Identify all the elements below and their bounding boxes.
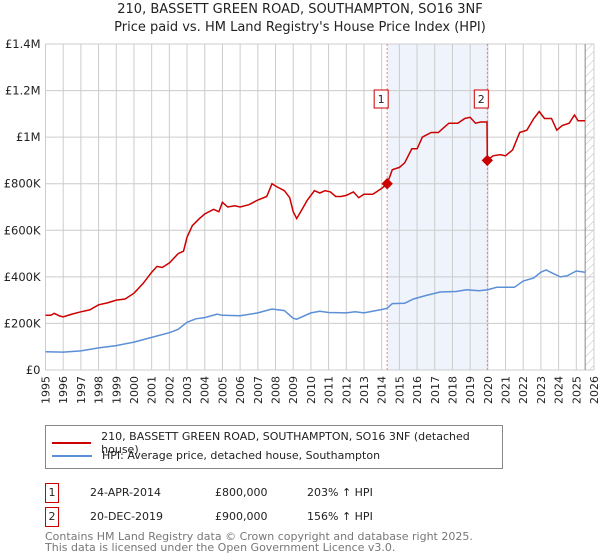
- x-tick-label: 2014: [376, 376, 389, 404]
- x-tick-label: 2011: [323, 376, 336, 404]
- x-tick-label: 2000: [128, 376, 141, 404]
- x-tick-label: 2008: [270, 376, 283, 404]
- x-tick-label: 2023: [535, 376, 548, 404]
- x-tick-label: 2003: [181, 376, 194, 404]
- x-tick-label: 2025: [570, 376, 583, 404]
- projection-hatch: [585, 44, 594, 370]
- footer-copyright: Contains HM Land Registry data © Crown c…: [45, 530, 473, 543]
- x-tick-label: 2010: [305, 376, 318, 404]
- legend-label-property: 210, BASSETT GREEN ROAD, SOUTHAMPTON, SO…: [101, 430, 470, 456]
- x-tick-label: 2015: [393, 376, 406, 404]
- sale-price: £800,000: [215, 486, 268, 499]
- x-tick-label: 1998: [93, 376, 106, 404]
- blue-line-swatch: [52, 454, 92, 457]
- x-tick-label: 2012: [340, 376, 353, 404]
- sale-annotation-box: [473, 89, 489, 109]
- x-tick-label: 1996: [57, 376, 70, 404]
- x-tick-label: 2026: [588, 376, 600, 404]
- x-tick-label: 2024: [553, 376, 566, 404]
- y-tick-label: £600K: [4, 223, 41, 237]
- sale-hpi: 203% ↑ HPI: [307, 486, 373, 499]
- legend: 210, BASSETT GREEN ROAD, SOUTHAMPTON, SO…: [45, 425, 503, 469]
- y-tick-label: £1.2M: [5, 84, 41, 98]
- sale-hpi: 156% ↑ HPI: [307, 510, 373, 523]
- sale-annotation-label: 1: [378, 93, 385, 106]
- y-tick-label: £200K: [4, 316, 41, 330]
- x-tick-label: 2009: [287, 376, 300, 404]
- y-tick-label: £0: [26, 363, 41, 377]
- x-tick-label: 2002: [163, 376, 176, 404]
- x-tick-label: 1995: [40, 376, 53, 404]
- x-tick-label: 2018: [446, 376, 459, 404]
- x-tick-label: 2004: [199, 376, 212, 404]
- sale-date: 20-DEC-2019: [90, 510, 164, 523]
- x-tick-label: 2013: [358, 376, 371, 404]
- chart-title: 210, BASSETT GREEN ROAD, SOUTHAMPTON, SO…: [117, 2, 483, 17]
- x-tick-label: 2001: [146, 376, 159, 404]
- sale-point-marker: [481, 154, 493, 167]
- footer: Contains HM Land Registry data © Crown c…: [45, 531, 473, 553]
- x-tick-label: 2017: [429, 376, 442, 404]
- x-tick-label: 2016: [411, 376, 424, 404]
- sale-badge: 1: [45, 483, 59, 503]
- y-tick-label: £1M: [16, 130, 41, 144]
- x-tick-label: 2005: [216, 376, 229, 404]
- sale-badge: 2: [45, 507, 59, 527]
- hpi-line: [45, 269, 586, 353]
- x-tick-label: 2022: [517, 376, 530, 404]
- chart-subtitle: Price paid vs. HM Land Registry's House …: [114, 20, 486, 35]
- price-chart: 1995 1996 1997 1998 1999 2000 2001 2002 2003 2004…: [4, 37, 600, 404]
- x-tick-label: 2020: [482, 376, 495, 404]
- x-tick-label: 1997: [75, 376, 88, 404]
- legend-item-property: 210, BASSETT GREEN ROAD, SOUTHAMPTON, SO…: [52, 430, 502, 456]
- sale-price: £900,000: [215, 510, 268, 523]
- price-paid-line: [45, 110, 586, 318]
- x-tick-label: 2007: [252, 376, 265, 404]
- sale-annotation-box: [373, 89, 389, 109]
- y-tick-label: £800K: [4, 177, 41, 191]
- sale-period-shading: [387, 44, 488, 370]
- sale-point-marker: [381, 178, 393, 190]
- x-tick-label: 1999: [110, 376, 123, 404]
- sale-annotation-label: 2: [478, 93, 485, 106]
- sale-date: 24-APR-2014: [90, 486, 162, 499]
- red-line-swatch: [52, 442, 92, 444]
- x-tick-label: 2019: [464, 376, 477, 404]
- footer-licence: This data is licensed under the Open Gov…: [45, 541, 396, 554]
- legend-label-hpi: HPI: Average price, detached house, Sout…: [102, 449, 381, 462]
- x-tick-label: 2021: [500, 376, 513, 404]
- y-tick-label: £400K: [4, 270, 41, 284]
- x-tick-label: 2006: [234, 376, 247, 404]
- y-tick-label: £1.4M: [5, 37, 41, 51]
- legend-item-hpi: HPI: Average price, detached house, Sout…: [52, 449, 380, 462]
